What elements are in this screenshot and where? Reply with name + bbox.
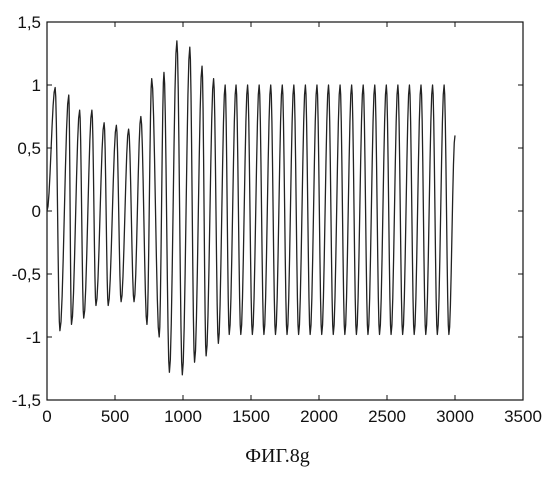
y-tick-label: 1,5: [17, 13, 41, 32]
x-tick-label: 1000: [164, 407, 202, 426]
x-tick-label: 0: [42, 407, 51, 426]
series-layer: [47, 41, 455, 375]
axis-tick-labels: 0 500 1000 1500 2000 2500 3000 3500 1,5 1 0,5 0 -0,5…: [12, 13, 542, 426]
x-tick-label: 1500: [232, 407, 270, 426]
figure-caption: ФИГ.8g: [0, 445, 555, 468]
x-tick-label: 3500: [504, 407, 542, 426]
y-tick-label: 0: [32, 202, 41, 221]
y-tick-label: -0,5: [12, 265, 41, 284]
y-tick-label: -1: [26, 328, 41, 347]
x-tick-label: 2500: [368, 407, 406, 426]
y-tick-label: 1: [32, 76, 41, 95]
series-line: [47, 41, 455, 375]
y-tick-label: -1,5: [12, 391, 41, 410]
x-tick-label: 3000: [436, 407, 474, 426]
y-tick-label: 0,5: [17, 139, 41, 158]
x-tick-label: 500: [101, 407, 129, 426]
x-tick-label: 2000: [300, 407, 338, 426]
